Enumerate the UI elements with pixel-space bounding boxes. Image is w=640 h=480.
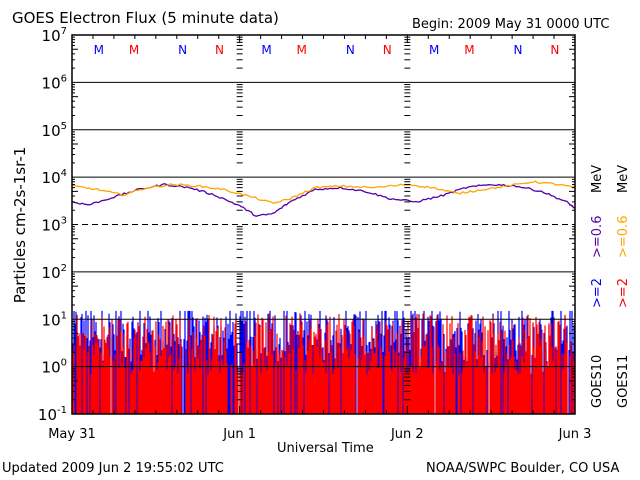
x-axis-label: Universal Time xyxy=(277,441,374,456)
y-tick-label: 105 xyxy=(42,121,67,140)
y-tick-label: 100 xyxy=(42,358,67,377)
series-line xyxy=(71,180,576,205)
marker-n: N xyxy=(550,43,559,57)
legend-mev: MeV xyxy=(616,165,631,193)
x-tick-label: Jun 2 xyxy=(390,427,424,442)
marker-n: N xyxy=(514,43,523,57)
legend-goes10-2mev: >=2 xyxy=(590,278,605,308)
marker-m: M xyxy=(261,43,271,57)
x-tick-label: Jun 1 xyxy=(222,427,256,442)
marker-n: N xyxy=(346,43,355,57)
x-tick-label: May 31 xyxy=(48,427,96,442)
updated-label: Updated 2009 Jun 2 19:55:02 UTC xyxy=(2,461,224,476)
marker-m: M xyxy=(94,43,104,57)
marker-m: M xyxy=(429,43,439,57)
marker-m: M xyxy=(129,43,139,57)
y-tick-label: 106 xyxy=(42,73,67,92)
marker-n: N xyxy=(383,43,392,57)
y-tick-label: 102 xyxy=(42,263,67,282)
legend-goes11-06mev: >=0.6 xyxy=(616,216,631,258)
begin-label: Begin: 2009 May 31 0000 UTC xyxy=(412,17,610,32)
legend-goes11: GOES11 xyxy=(616,355,631,408)
marker-m: M xyxy=(464,43,474,57)
y-tick-label: 101 xyxy=(42,310,67,329)
legend-goes10: GOES10 xyxy=(590,355,605,408)
y-tick-label: 107 xyxy=(42,26,67,45)
credit-label: NOAA/SWPC Boulder, CO USA xyxy=(426,461,620,476)
marker-n: N xyxy=(215,43,224,57)
y-axis-label: Particles cm-2s-1sr-1 xyxy=(11,146,29,304)
chart-title: GOES Electron Flux (5 minute data) xyxy=(12,9,279,27)
plot-frame xyxy=(71,34,576,415)
x-tick-label: Jun 3 xyxy=(558,427,592,442)
legend-goes11-2mev: >=2 xyxy=(616,278,631,308)
marker-n: N xyxy=(178,43,187,57)
legend-goes10-06mev: >=0.6 xyxy=(590,216,605,258)
y-tick-label: 103 xyxy=(42,216,67,235)
marker-m: M xyxy=(297,43,307,57)
legend-mev: MeV xyxy=(590,165,605,193)
y-tick-label: 104 xyxy=(42,168,67,187)
y-tick-label: 10-1 xyxy=(38,405,67,424)
